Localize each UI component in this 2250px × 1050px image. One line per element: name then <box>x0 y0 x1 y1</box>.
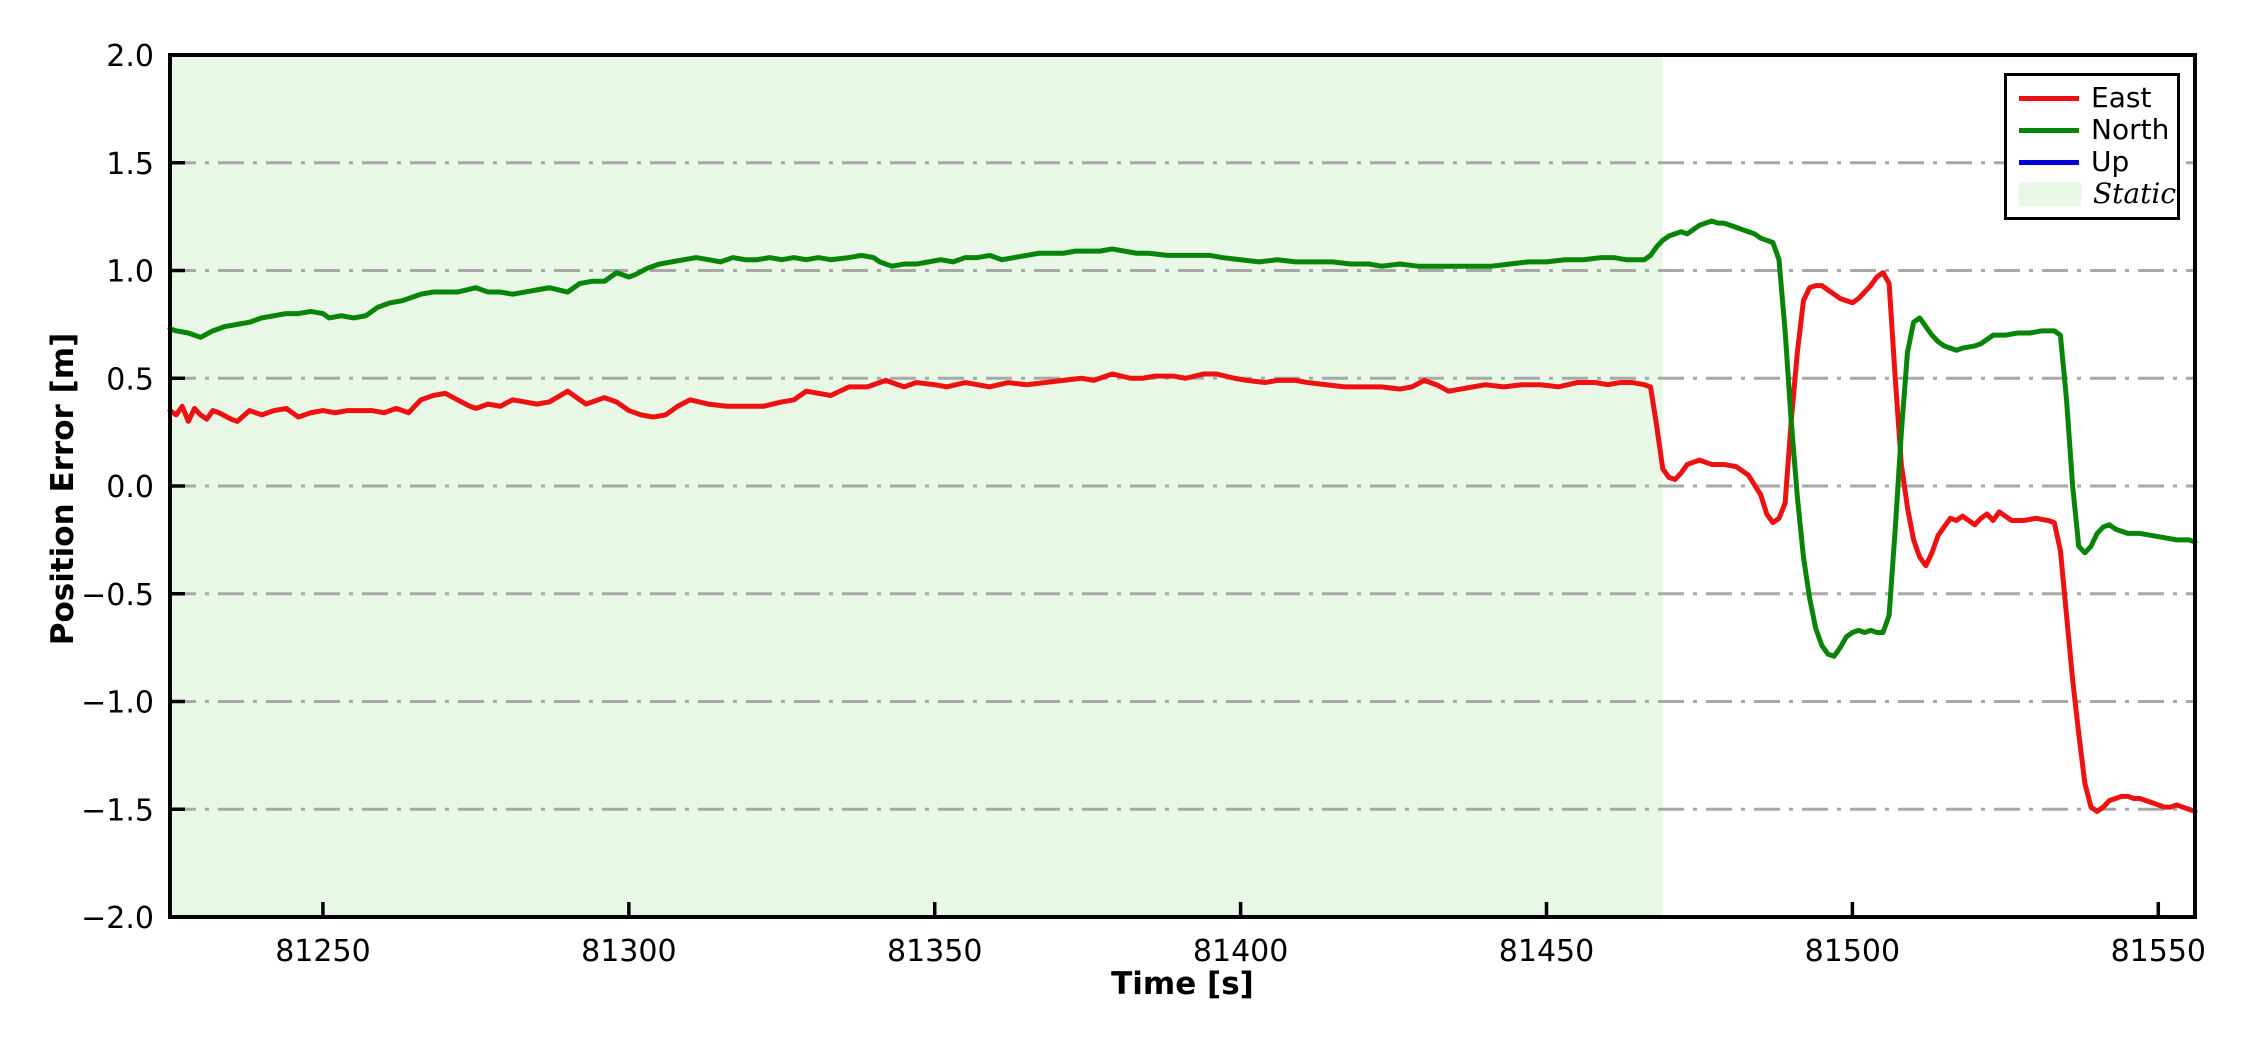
legend-entry-static: Static <box>2007 178 2177 210</box>
static-region-swatch <box>2019 182 2081 206</box>
legend-entry-north: North <box>2007 114 2177 146</box>
north-line-swatch <box>2019 127 2079 133</box>
y-tick-label: −2.0 <box>81 901 154 936</box>
legend: East North Up Static <box>2004 73 2180 220</box>
legend-entry-east: East <box>2007 82 2177 114</box>
x-tick-label: 81450 <box>1499 934 1594 969</box>
legend-entry-up: Up <box>2007 146 2177 178</box>
y-tick-label: 0.0 <box>106 470 154 505</box>
x-tick-label: 81500 <box>1805 934 1900 969</box>
series-east <box>167 270 2198 814</box>
legend-label-east: East <box>2091 81 2152 114</box>
x-tick-label: 81300 <box>581 934 676 969</box>
y-tick-label: −1.5 <box>81 793 154 828</box>
x-tick-label: 81550 <box>2111 934 2206 969</box>
plot-frame <box>168 53 2197 919</box>
y-tick-label: 2.0 <box>106 39 154 74</box>
x-tick-label: 81400 <box>1193 934 1288 969</box>
legend-label-static: Static <box>2093 177 2177 210</box>
x-axis-label: Time [s] <box>1111 966 1254 1002</box>
y-tick-label: −1.0 <box>81 686 154 721</box>
y-tick-label: 1.0 <box>106 255 154 290</box>
legend-label-up: Up <box>2091 145 2130 178</box>
east-line-swatch <box>2019 95 2079 101</box>
y-tick-label: −0.5 <box>81 578 154 613</box>
y-tick-label: 1.5 <box>106 147 154 182</box>
legend-label-north: North <box>2091 113 2170 146</box>
x-tick-label: 81250 <box>275 934 370 969</box>
up-line-swatch <box>2019 159 2079 165</box>
x-tick-label: 81350 <box>887 934 982 969</box>
y-tick-label: 0.5 <box>106 362 154 397</box>
series-north <box>167 218 2198 659</box>
y-axis-label: Position Error [m] <box>45 332 81 646</box>
